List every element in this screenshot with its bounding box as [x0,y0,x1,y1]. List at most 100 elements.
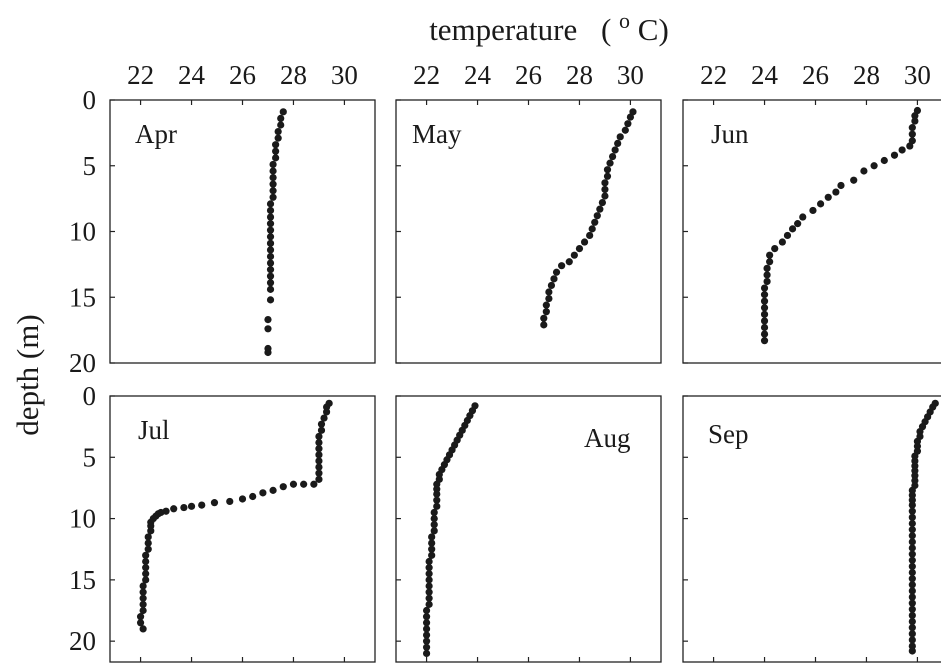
data-point [422,606,431,615]
data-point [601,185,609,194]
data-point [266,200,275,208]
data-point [266,266,275,274]
data-point [799,213,807,221]
panel-aug: Aug [395,395,662,663]
data-point [272,147,280,155]
data-point [315,457,323,465]
data-point [430,514,438,523]
data-point [274,127,282,136]
data-point [136,619,145,627]
data-point [898,146,906,154]
data-point [425,594,433,602]
data-point [430,527,438,535]
x-tick-label: 24 [464,60,492,90]
data-point [908,562,916,570]
data-point [788,225,797,233]
data-point [880,156,888,165]
data-point [266,226,275,234]
data-point [558,262,566,270]
data-point [142,551,150,559]
x-tick-label: 26 [802,60,829,90]
data-point [908,587,916,595]
data-point [908,575,916,583]
data-point [760,284,769,292]
data-point [766,251,774,259]
data-point [760,317,769,325]
data-point [624,120,632,128]
data-point [315,469,323,477]
data-point [422,613,431,621]
data-point [266,206,275,215]
panel-month-label: Jun [711,119,749,149]
data-point [180,503,188,512]
x-tick-label: 22 [700,60,727,90]
data-point [266,259,275,267]
data-point [588,225,596,233]
x-axis-title: temperature ( o C) [429,0,669,47]
data-point [832,188,840,196]
data-point [430,508,438,517]
data-point [266,246,275,254]
data-point [908,532,916,540]
y-tick-label: 5 [83,442,97,472]
data-point [322,408,331,416]
panel-jun: 22 24 26 28 30 Jun [682,60,941,364]
data-point [760,337,769,345]
data-point [315,475,323,483]
data-point [320,414,328,422]
data-point [425,564,433,572]
data-point [606,159,614,167]
data-point [428,533,436,541]
panel-month-label: Apr [135,119,177,149]
data-point [425,570,433,578]
data-point [760,297,769,305]
data-point [144,539,152,547]
data-point [433,502,441,510]
data-point [908,599,916,607]
data-point [266,239,275,247]
x-tick-label: 26 [515,60,542,90]
data-point [425,557,433,566]
data-point [422,643,431,651]
data-point [269,167,277,175]
data-point [591,218,599,226]
panel-jul: 0 5 10 15 20 Jul [69,381,376,663]
data-point [425,576,433,584]
data-point [430,521,438,529]
data-point [908,624,916,632]
data-point [911,112,919,120]
x-axis-unit-open: ( [601,12,611,47]
data-point [315,432,323,441]
data-point [908,617,916,626]
data-point [259,489,267,497]
data-point [266,213,275,221]
data-point [760,304,769,312]
data-point [425,600,433,608]
data-point [422,649,431,658]
data-point [908,605,916,613]
data-point [760,330,769,338]
data-point [139,600,147,608]
x-tick-label: 26 [229,60,256,90]
data-point [238,495,247,503]
data-point [266,279,275,287]
data-point [272,141,280,149]
data-point [266,220,275,228]
data-point [580,238,589,246]
data-point [906,142,914,150]
data-point [760,291,769,299]
data-point [144,533,152,541]
data-point [542,301,550,309]
data-point [279,483,287,491]
data-point [809,206,817,215]
panels-group: 22 24 26 28 30 0 5 10 15 20 Apr 22 24 26 28 30 May 22 24 26… [69,60,941,663]
data-point [908,556,916,564]
data-point [908,501,916,509]
data-point [226,497,234,506]
data-point [860,167,868,175]
data-point [778,238,786,246]
data-point [837,181,845,190]
data-point [422,619,431,627]
data-point [139,606,147,615]
data-point [310,480,318,488]
